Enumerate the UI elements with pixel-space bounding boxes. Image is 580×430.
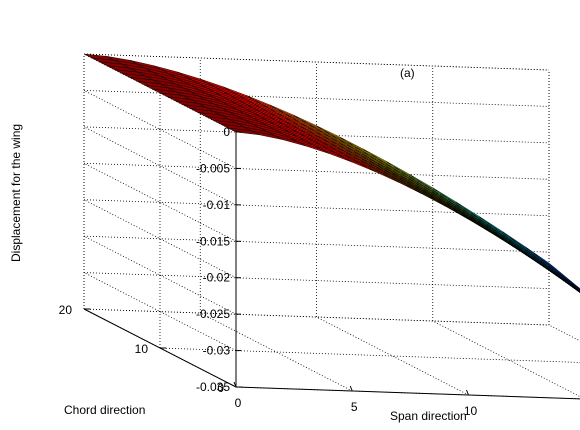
x-tick-label: 10 (464, 404, 478, 418)
grid-line (432, 320, 580, 398)
y-tick-label: 10 (135, 342, 149, 356)
grid-line (235, 386, 580, 400)
grid-layer (83, 53, 580, 400)
z-tick-label: -0.02 (203, 271, 231, 285)
surface-mesh (83, 53, 580, 293)
z-tick-label: -0.035 (196, 380, 230, 394)
grid-line (83, 235, 550, 253)
x-axis-line (235, 386, 580, 400)
x-axis-label: Span direction (390, 409, 467, 423)
z-tick-label: -0.005 (196, 161, 230, 175)
grid-line (83, 308, 550, 326)
y-tick-label: 20 (59, 303, 73, 317)
grid-line (548, 324, 580, 342)
grid-line (83, 90, 550, 107)
grid-line (316, 316, 469, 396)
y-axis-label: Chord direction (64, 403, 145, 417)
z-tick-label: -0.03 (203, 344, 231, 358)
x-tick-label: 5 (351, 400, 358, 414)
z-axis-label: Displacement for the wing (9, 124, 23, 262)
z-tick-label: -0.015 (196, 234, 230, 248)
text-layer: (a) Span direction Chord direction Displ… (9, 66, 467, 423)
grid-line (83, 53, 550, 71)
z-tick-label: -0.01 (203, 198, 231, 212)
plot-annotation: (a) (400, 66, 415, 80)
grid-line (83, 126, 550, 144)
grid-line (83, 272, 550, 289)
surface-cell (553, 273, 580, 293)
grid-line (83, 162, 550, 180)
y-tick-label: 0 (217, 381, 224, 395)
x-tick-label: 0 (235, 396, 242, 410)
grid-line (159, 347, 580, 363)
tick-layer: 0 -0.005 -0.01 -0.015 -0.02 -0.025 -0.03 -0.035… (59, 125, 478, 418)
x-tick-mark (466, 389, 469, 396)
axes-frame (83, 132, 580, 400)
x-tick-mark (349, 385, 353, 392)
z-tick-label: 0 (223, 125, 230, 139)
z-tick-label: -0.025 (196, 307, 230, 321)
x-tick-mark (233, 381, 237, 388)
